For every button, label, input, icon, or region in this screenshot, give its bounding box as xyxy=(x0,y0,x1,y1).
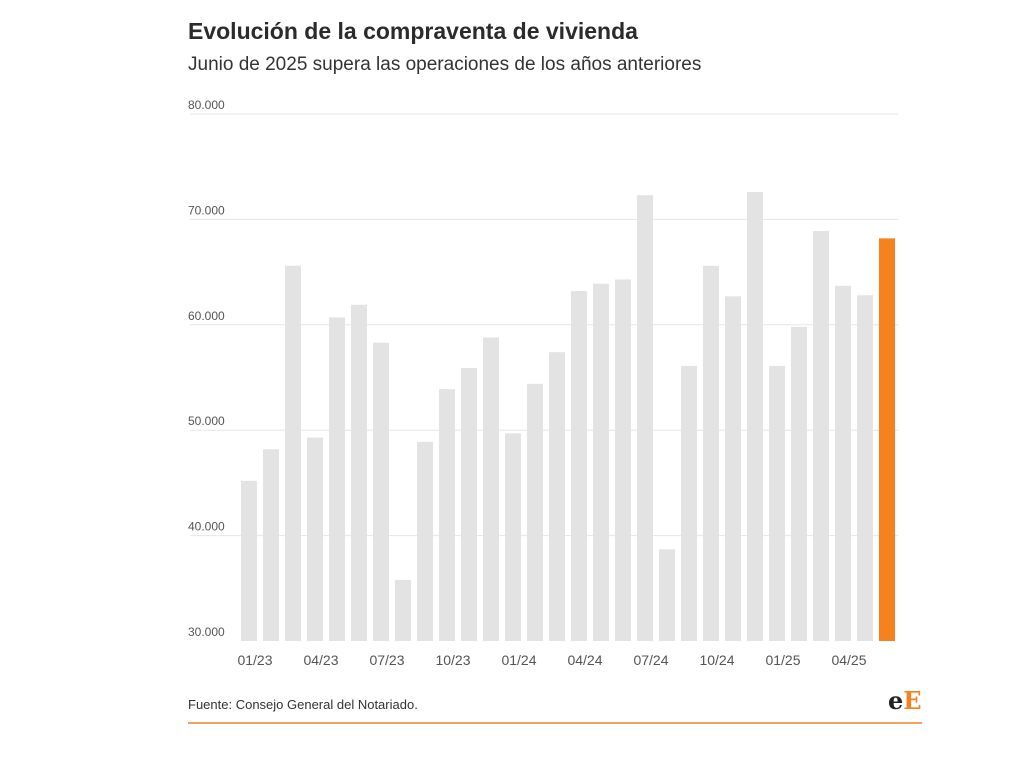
x-tick-label: 07/24 xyxy=(633,652,668,668)
bar xyxy=(439,389,455,641)
bar xyxy=(857,295,873,641)
bar xyxy=(571,291,587,641)
bar xyxy=(637,195,653,641)
bar xyxy=(703,265,719,641)
bar xyxy=(505,433,521,641)
x-tick-label: 01/25 xyxy=(765,652,800,668)
bars xyxy=(241,191,895,641)
bar xyxy=(351,304,367,641)
x-tick-label: 04/24 xyxy=(567,652,602,668)
bar xyxy=(747,191,763,641)
bar-chart: 30.000 40.000 50.000 60.000 70.000 80.000 01/… xyxy=(188,98,898,668)
y-tick-label: 70.000 xyxy=(188,203,225,217)
bar xyxy=(373,342,389,641)
bar xyxy=(417,441,433,641)
x-tick-label: 07/23 xyxy=(369,652,404,668)
bar xyxy=(659,549,675,641)
y-axis-tick-labels: 30.000 40.000 50.000 60.000 70.000 80.000 xyxy=(188,98,225,639)
x-tick-label: 01/24 xyxy=(501,652,536,668)
source-note: Fuente: Consejo General del Notariado. xyxy=(188,697,418,712)
bar xyxy=(285,265,301,641)
x-tick-label: 10/23 xyxy=(435,652,470,668)
bar xyxy=(527,383,543,641)
bar xyxy=(813,230,829,641)
y-tick-label: 50.000 xyxy=(188,414,225,428)
y-tick-label: 80.000 xyxy=(188,98,225,112)
bar xyxy=(263,449,279,641)
bar xyxy=(329,317,345,641)
logo-letter-e: e xyxy=(888,686,904,715)
bar xyxy=(835,285,851,641)
bar xyxy=(725,296,741,641)
x-tick-label: 04/23 xyxy=(303,652,338,668)
bar xyxy=(681,365,697,641)
bar xyxy=(769,365,785,641)
footer-divider xyxy=(188,722,922,724)
bar xyxy=(307,437,323,641)
bar xyxy=(549,352,565,641)
bar xyxy=(241,480,257,641)
bar xyxy=(615,279,631,641)
logo-letter-E: E xyxy=(903,686,922,715)
bar xyxy=(791,326,807,641)
bar xyxy=(395,579,411,641)
x-tick-label: 10/24 xyxy=(699,652,734,668)
publisher-logo: eE xyxy=(888,686,922,715)
y-tick-label: 40.000 xyxy=(188,520,225,534)
bar xyxy=(593,283,609,641)
x-tick-label: 01/23 xyxy=(237,652,272,668)
bar-highlighted xyxy=(879,238,895,641)
chart-subtitle: Junio de 2025 supera las operaciones de … xyxy=(188,54,702,75)
bar xyxy=(483,337,499,641)
y-tick-label: 30.000 xyxy=(188,625,225,639)
bar xyxy=(461,368,477,641)
chart-title: Evolución de la compraventa de vivienda xyxy=(188,18,638,44)
y-tick-label: 60.000 xyxy=(188,309,225,323)
x-tick-label: 04/25 xyxy=(831,652,866,668)
x-axis-tick-labels: 01/23 04/23 07/23 10/23 01/24 04/24 07/24 10/24… xyxy=(237,652,866,668)
